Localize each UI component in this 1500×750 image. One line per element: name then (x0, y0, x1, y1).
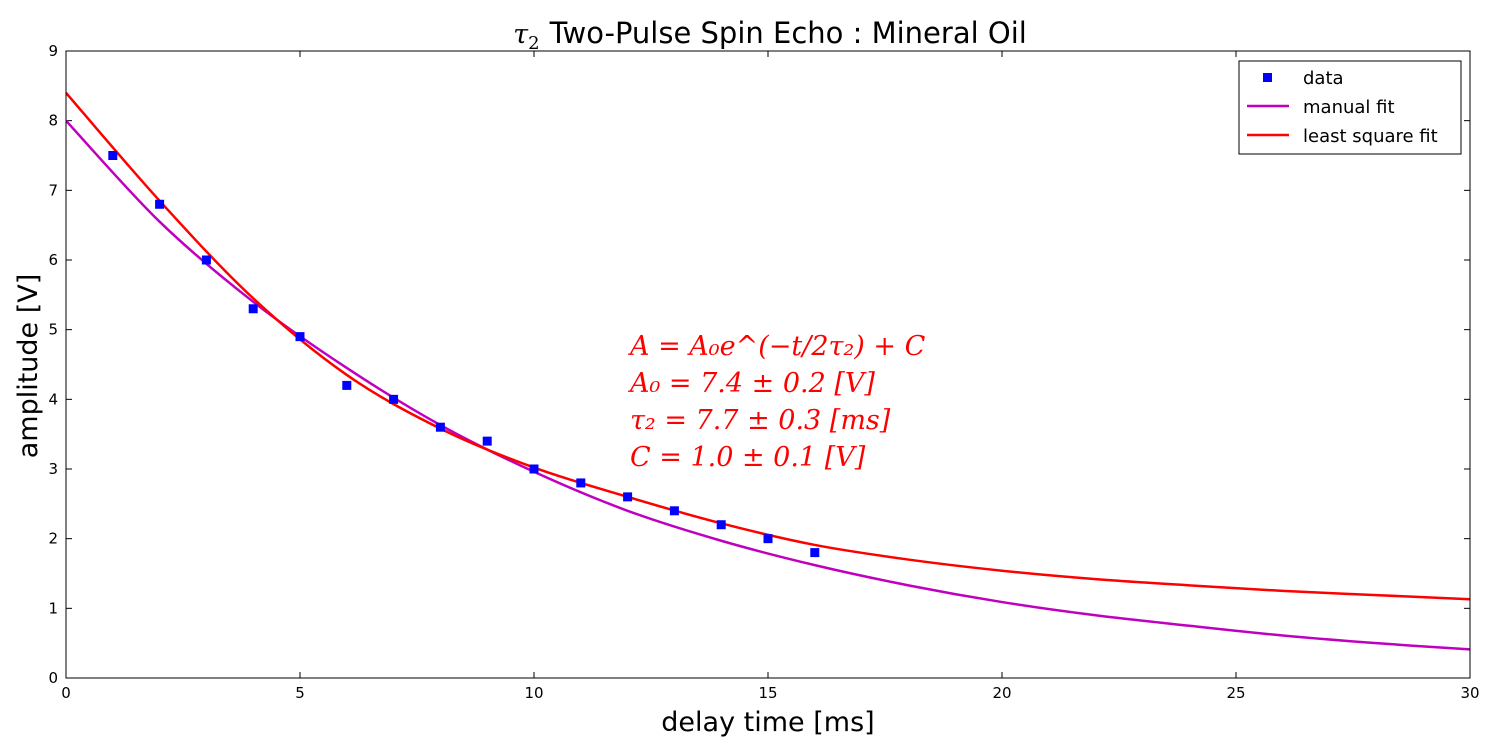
data-point (623, 492, 633, 502)
y-tick-label: 2 (48, 530, 58, 548)
data-point (435, 422, 445, 432)
y-tick-label: 8 (48, 112, 58, 130)
legend-box (1238, 60, 1462, 155)
least-square-fit-line (66, 91, 1470, 601)
x-axis-label: delay time [ms] (661, 707, 874, 738)
axis-ticks: 0 5 10 15 20 25 30 0 1 2 3 4 5 6 7 8 9 (48, 42, 1479, 702)
y-tick-label: 4 (48, 390, 58, 408)
x-tick-label: 30 (1460, 684, 1479, 702)
data-point (576, 478, 586, 488)
chart-title: τ2 Two-Pulse Spin Echo : Mineral Oil (513, 16, 1027, 54)
y-tick-label: 5 (48, 321, 58, 339)
x-tick-label: 10 (524, 684, 543, 702)
data-point (248, 304, 258, 314)
axes-frame (65, 50, 1471, 679)
data-point (295, 332, 305, 342)
data-point (810, 548, 820, 558)
chart-title-text: Two-Pulse Spin Echo : Mineral Oil (549, 16, 1027, 50)
fit-c-value: C = 1.0 ± 0.1 [V] (630, 442, 866, 473)
x-tick-label: 25 (1226, 684, 1245, 702)
legend-data-marker (1263, 73, 1272, 82)
y-tick-label: 3 (48, 460, 58, 478)
fit-equation: A = A₀e^(−t/2τ₂) + C (627, 331, 926, 362)
y-axis-label: amplitude [V] (13, 274, 44, 459)
fit-tau2-value: τ₂ = 7.7 ± 0.3 [ms] (630, 405, 891, 436)
y-tick-label: 9 (48, 42, 58, 60)
data-point (155, 199, 165, 209)
data-point (763, 534, 773, 544)
y-tick-label: 0 (48, 669, 58, 687)
y-tick-label: 1 (48, 599, 58, 617)
legend-label-manual-fit: manual fit (1303, 97, 1395, 118)
data-point (482, 436, 492, 446)
legend-label-data: data (1303, 68, 1344, 89)
chart-title-subscript: 2 (528, 33, 539, 54)
x-tick-label: 0 (61, 684, 71, 702)
legend: data manual fit least square fit (1238, 60, 1462, 155)
fit-a0-value: A₀ = 7.4 ± 0.2 [V] (627, 368, 875, 399)
data-markers (108, 151, 820, 558)
plot-area (66, 91, 1470, 651)
x-tick-label: 20 (992, 684, 1011, 702)
data-point (716, 520, 726, 530)
data-point (201, 255, 211, 265)
data-point (389, 394, 399, 404)
data-point (342, 380, 352, 390)
chart-title-symbol: τ (513, 19, 529, 50)
x-tick-label: 5 (295, 684, 305, 702)
data-point (529, 464, 539, 474)
fit-annotation: A = A₀e^(−t/2τ₂) + C A₀ = 7.4 ± 0.2 [V] … (627, 331, 926, 473)
y-tick-label: 6 (48, 251, 58, 269)
data-point (669, 506, 679, 516)
y-tick-label: 7 (48, 181, 58, 199)
data-point (108, 151, 118, 160)
legend-label-least-square-fit: least square fit (1303, 126, 1438, 147)
x-tick-label: 15 (758, 684, 777, 702)
